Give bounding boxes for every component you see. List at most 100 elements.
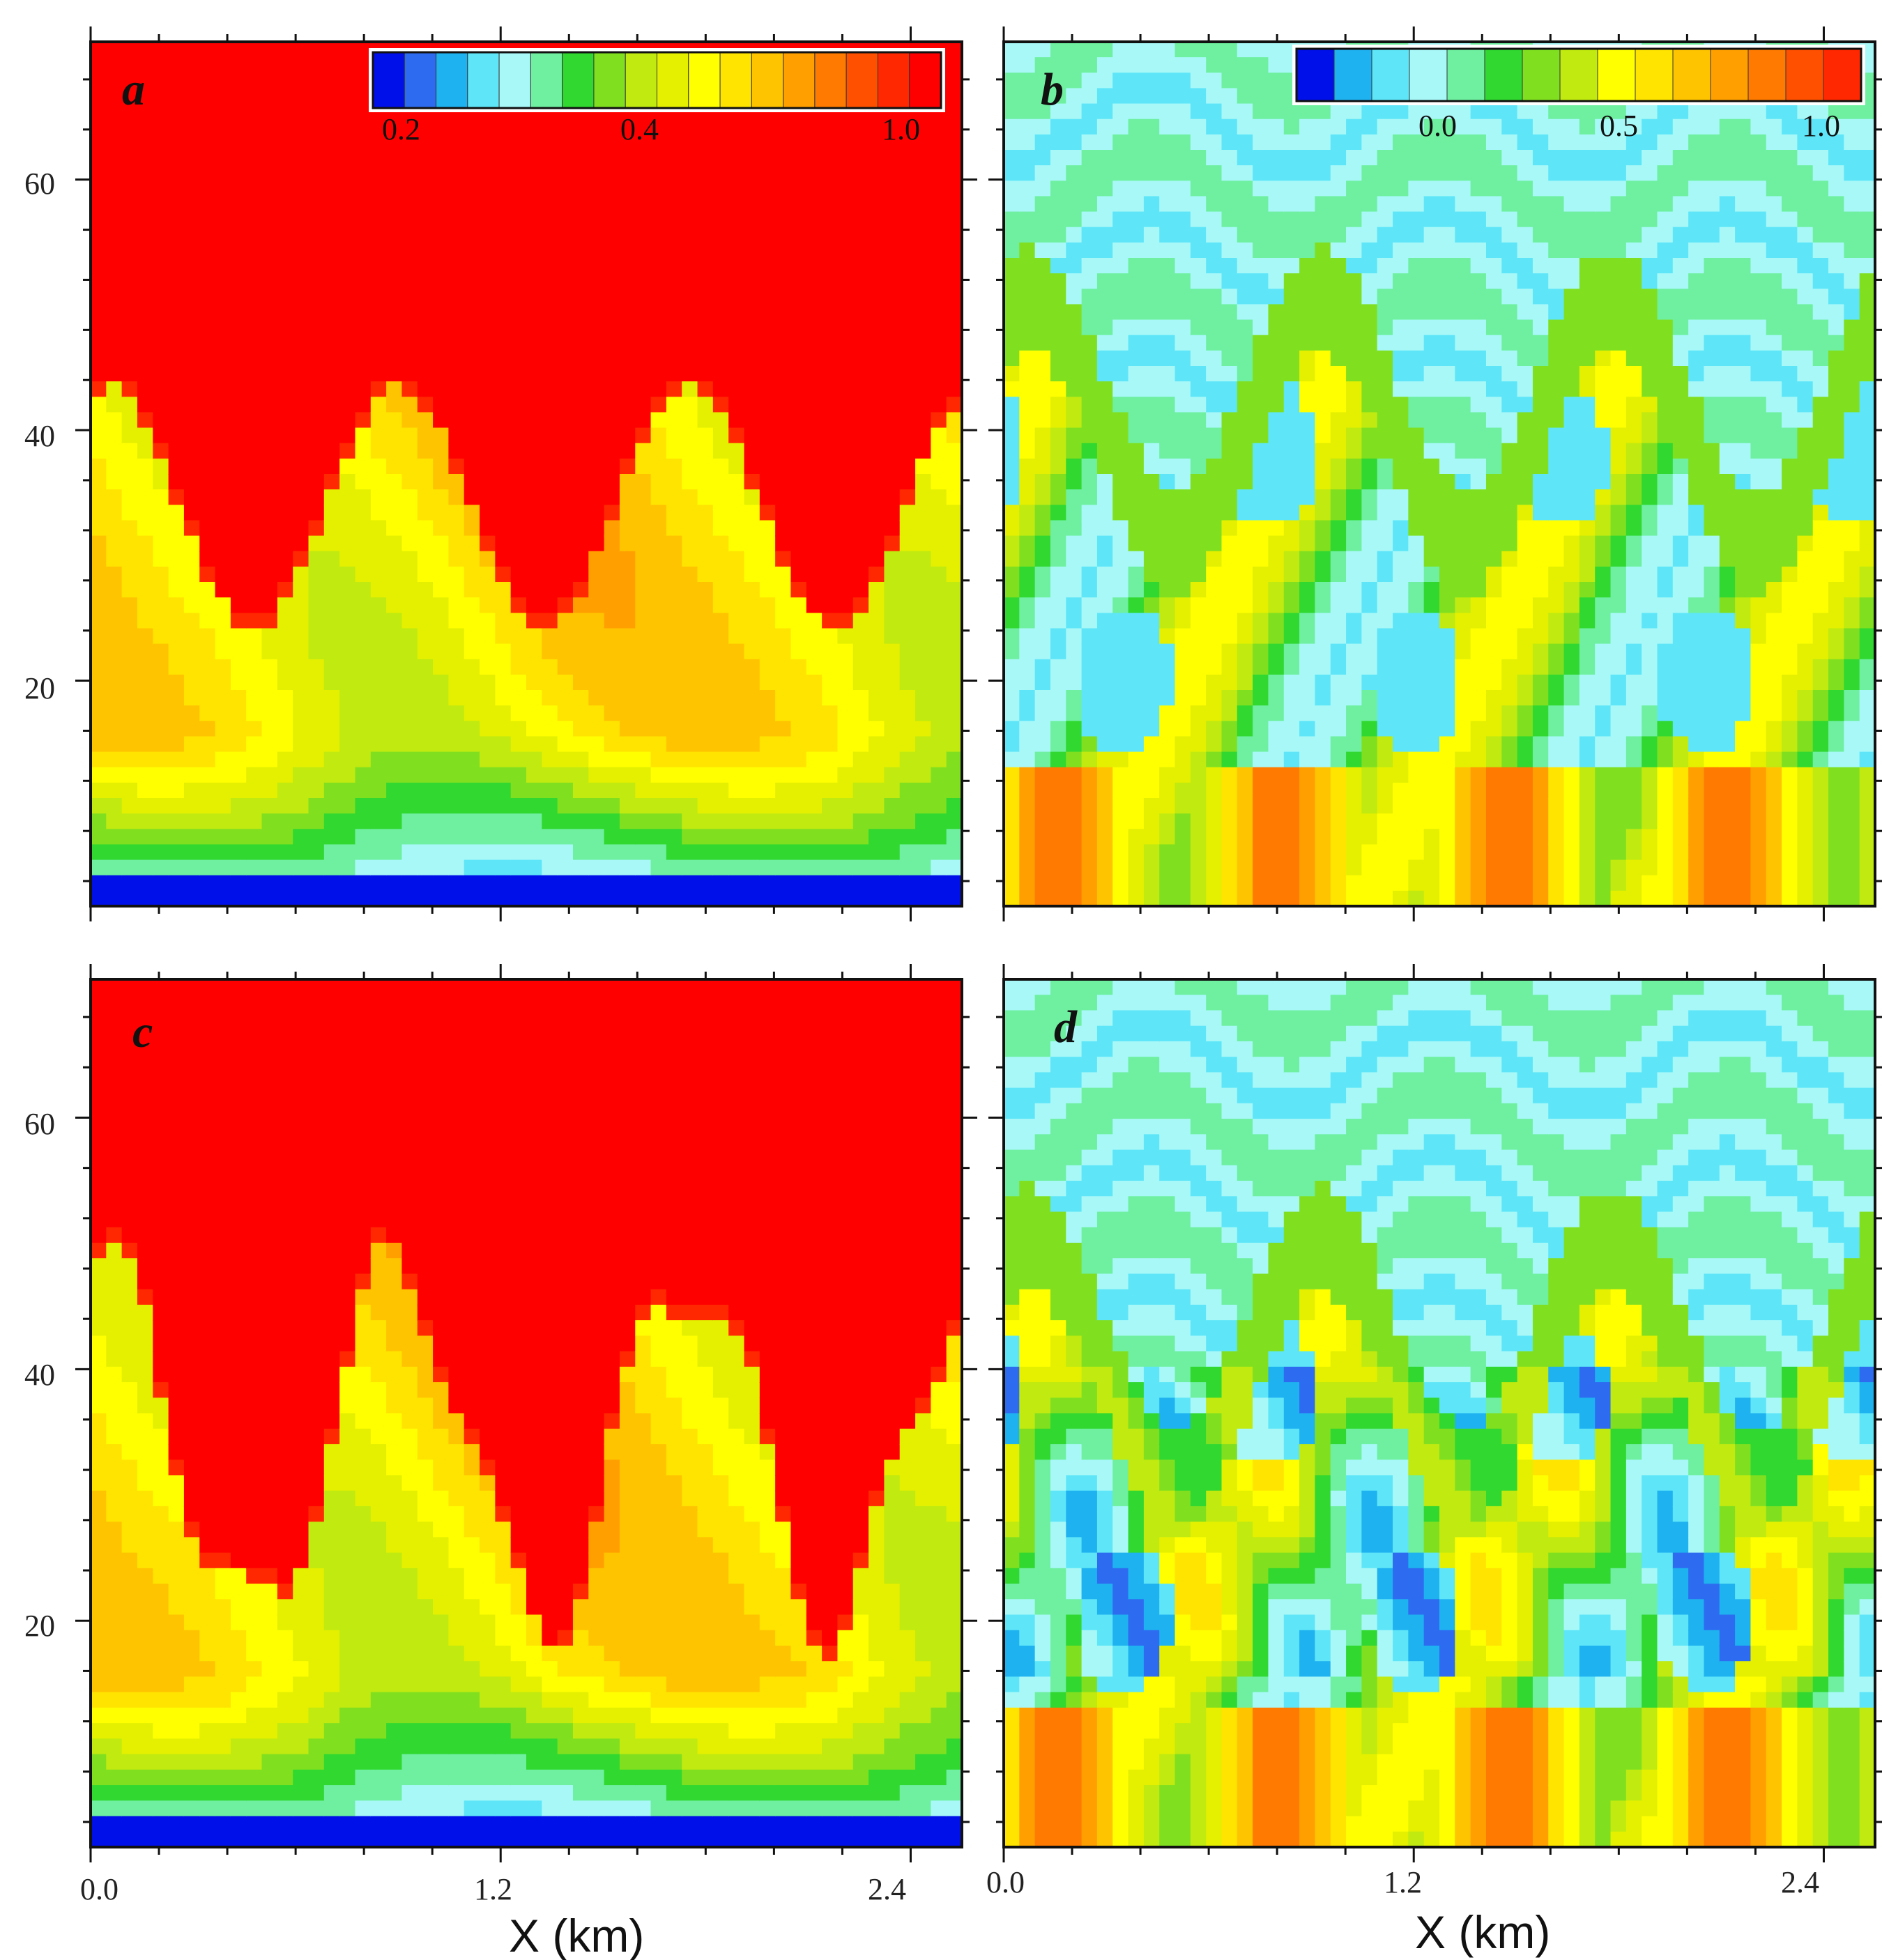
heat-cell	[464, 674, 480, 691]
heat-cell	[666, 613, 683, 629]
heat-cell	[339, 42, 356, 58]
heat-cell	[697, 582, 714, 598]
heat-cell	[557, 890, 574, 907]
heat-cell	[619, 767, 636, 783]
heat-cell	[1237, 211, 1253, 228]
heat-cell	[542, 242, 558, 259]
heat-cell	[915, 381, 932, 398]
heat-cell	[168, 42, 185, 58]
heat-cell	[1361, 227, 1378, 243]
heat-cell	[417, 674, 434, 691]
heat-cell	[1299, 427, 1316, 444]
heat-cell	[619, 304, 636, 321]
heat-cell	[806, 859, 823, 876]
heat-cell	[261, 721, 278, 737]
heat-cell	[884, 165, 901, 182]
heat-cell	[1346, 458, 1363, 475]
heat-cell	[1019, 181, 1036, 197]
heat-cell	[1112, 304, 1129, 321]
heat-cell	[542, 767, 558, 783]
heat-cell	[1299, 165, 1316, 182]
heat-cell	[339, 72, 356, 89]
heat-cell	[1253, 844, 1269, 861]
heat-cell	[1004, 88, 1020, 105]
heat-cell	[1190, 150, 1207, 166]
heat-cell	[931, 458, 947, 475]
heat-cell	[1237, 736, 1253, 753]
heat-cell	[91, 304, 107, 321]
heat-cell	[308, 289, 325, 305]
heat-cell	[557, 705, 574, 722]
heat-cell	[1283, 118, 1300, 135]
heat-cell	[1066, 767, 1082, 783]
heat-cell	[495, 304, 512, 321]
heat-cell	[899, 304, 916, 321]
heat-cell	[852, 366, 869, 382]
heat-cell	[822, 798, 839, 814]
heat-cell	[744, 443, 760, 459]
heat-cell	[946, 458, 963, 475]
heat-cell	[899, 875, 916, 891]
heat-cell	[1283, 813, 1300, 830]
heat-cell	[1361, 859, 1378, 876]
heat-cell	[775, 443, 792, 459]
heat-cell	[323, 613, 340, 629]
heat-cell	[464, 628, 480, 645]
heat-cell	[790, 674, 807, 691]
heat-cell	[433, 227, 450, 243]
heat-cell	[1470, 520, 1487, 537]
heat-cell	[931, 258, 947, 274]
heat-cell	[1175, 844, 1191, 861]
heat-cell	[121, 474, 138, 490]
heat-cell	[1175, 628, 1191, 645]
heat-cell	[526, 813, 543, 830]
heat-cell	[1470, 412, 1487, 429]
heat-cell	[168, 335, 185, 351]
heat-cell	[370, 875, 387, 891]
heat-cell	[1455, 582, 1471, 598]
heat-cell	[261, 751, 278, 768]
heat-cell	[790, 798, 807, 814]
heat-cell	[1143, 72, 1161, 89]
heat-cell	[931, 350, 947, 367]
heat-cell	[557, 427, 574, 444]
heat-cell	[931, 474, 947, 490]
heat-cell	[433, 304, 450, 321]
heat-cell	[1221, 643, 1238, 660]
heat-cell	[837, 304, 854, 321]
heat-cell	[1455, 211, 1471, 228]
heat-cell	[293, 628, 309, 645]
heat-cell	[619, 535, 636, 552]
heat-cell	[884, 458, 901, 475]
heat-cell	[759, 397, 776, 413]
heat-cell	[1253, 505, 1269, 521]
heat-cell	[480, 705, 496, 722]
heat-cell	[635, 489, 652, 506]
heat-cell	[246, 397, 263, 413]
heat-cell	[697, 150, 714, 166]
heat-cell	[199, 196, 216, 213]
heat-cell	[370, 427, 387, 444]
heat-cell	[153, 798, 169, 814]
heat-cell	[1004, 443, 1020, 459]
heat-cell	[1393, 319, 1409, 336]
heat-cell	[1485, 304, 1503, 321]
heat-cell	[1330, 767, 1347, 783]
colorbar-swatch	[467, 52, 500, 109]
heat-cell	[121, 674, 138, 691]
heat-cell	[1455, 366, 1471, 382]
heat-cell	[323, 458, 340, 475]
heat-cell	[1423, 350, 1440, 367]
heat-cell	[1128, 381, 1145, 398]
heat-cell	[261, 489, 278, 506]
heat-cell	[946, 181, 963, 197]
heat-cell	[759, 566, 776, 583]
heat-cell	[682, 304, 698, 321]
heat-cell	[464, 118, 480, 135]
heat-cell	[1159, 72, 1176, 89]
heat-cell	[91, 88, 107, 105]
heat-cell	[168, 844, 185, 861]
heat-cell	[1221, 690, 1238, 706]
heat-cell	[1346, 659, 1363, 675]
heat-cell	[931, 319, 947, 336]
